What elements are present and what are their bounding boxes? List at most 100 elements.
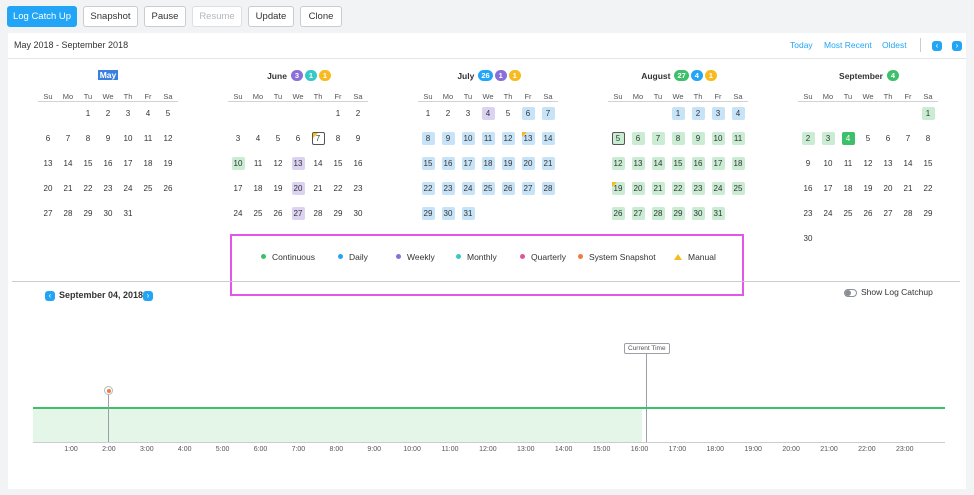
day-cell[interactable]: 14: [903, 159, 913, 168]
day-cell[interactable]: 2: [691, 107, 705, 120]
day-cell[interactable]: 12: [863, 159, 873, 168]
day-cell[interactable]: 18: [143, 159, 153, 168]
day-cell[interactable]: 6: [885, 134, 891, 143]
day-cell[interactable]: 30: [691, 207, 705, 220]
day-cell[interactable]: 5: [611, 132, 625, 145]
day-cell[interactable]: 5: [505, 109, 511, 118]
day-cell[interactable]: 4: [731, 107, 745, 120]
day-cell[interactable]: 27: [631, 207, 645, 220]
today-link[interactable]: Today: [790, 40, 813, 50]
day-cell[interactable]: 7: [311, 132, 325, 145]
day-cell[interactable]: 13: [883, 159, 893, 168]
day-cell[interactable]: 12: [501, 132, 515, 145]
day-cell[interactable]: 28: [63, 209, 73, 218]
day-cell[interactable]: 25: [253, 209, 263, 218]
day-cell[interactable]: 29: [421, 207, 435, 220]
day-cell[interactable]: 14: [651, 157, 665, 170]
day-cell[interactable]: 26: [163, 184, 173, 193]
day-cell[interactable]: 29: [333, 209, 343, 218]
day-cell[interactable]: 17: [123, 159, 133, 168]
day-cell[interactable]: 23: [803, 209, 813, 218]
day-cell[interactable]: 26: [611, 207, 625, 220]
day-cell[interactable]: 23: [353, 184, 363, 193]
day-cell[interactable]: 20: [631, 182, 645, 195]
day-cell[interactable]: 6: [295, 134, 301, 143]
day-cell[interactable]: 12: [273, 159, 283, 168]
day-cell[interactable]: 16: [803, 184, 813, 193]
day-cell[interactable]: 15: [333, 159, 343, 168]
day-cell[interactable]: 2: [355, 109, 361, 118]
day-cell[interactable]: 2: [801, 132, 815, 145]
day-cell[interactable]: 5: [865, 134, 871, 143]
day-cell[interactable]: 7: [905, 134, 911, 143]
system-snapshot-event[interactable]: [104, 386, 113, 395]
day-cell[interactable]: 24: [123, 184, 133, 193]
day-cell[interactable]: 4: [841, 132, 855, 145]
day-cell[interactable]: 15: [83, 159, 93, 168]
day-cell[interactable]: 15: [421, 157, 435, 170]
day-cell[interactable]: 25: [481, 182, 495, 195]
day-cell[interactable]: 18: [731, 157, 745, 170]
month-name[interactable]: August: [641, 71, 671, 81]
day-cell[interactable]: 1: [921, 107, 935, 120]
day-cell[interactable]: 29: [671, 207, 685, 220]
day-cell[interactable]: 20: [883, 184, 893, 193]
pause-button[interactable]: Pause: [144, 6, 186, 27]
day-cell[interactable]: 17: [823, 184, 833, 193]
day-cell[interactable]: 25: [843, 209, 853, 218]
day-cell[interactable]: 8: [85, 134, 91, 143]
next-day-chevron-icon[interactable]: ›: [143, 291, 153, 301]
day-cell[interactable]: 9: [105, 134, 111, 143]
day-cell[interactable]: 5: [275, 134, 281, 143]
day-cell[interactable]: 6: [631, 132, 645, 145]
day-cell[interactable]: 7: [541, 107, 555, 120]
day-cell[interactable]: 23: [103, 184, 113, 193]
log-catch-up-button[interactable]: Log Catch Up: [7, 6, 77, 27]
day-cell[interactable]: 21: [63, 184, 73, 193]
day-cell[interactable]: 30: [803, 234, 813, 243]
day-cell[interactable]: 7: [65, 134, 71, 143]
snapshot-button[interactable]: Snapshot: [83, 6, 138, 27]
day-cell[interactable]: 9: [805, 159, 811, 168]
day-cell[interactable]: 24: [461, 182, 475, 195]
day-cell[interactable]: 12: [611, 157, 625, 170]
day-cell[interactable]: 20: [521, 157, 535, 170]
day-cell[interactable]: 1: [85, 109, 91, 118]
day-cell[interactable]: 19: [501, 157, 515, 170]
day-cell[interactable]: 14: [313, 159, 323, 168]
update-button[interactable]: Update: [248, 6, 294, 27]
day-cell[interactable]: 25: [143, 184, 153, 193]
day-cell[interactable]: 13: [43, 159, 53, 168]
day-cell[interactable]: 26: [273, 209, 283, 218]
day-cell[interactable]: 28: [903, 209, 913, 218]
day-cell[interactable]: 11: [143, 134, 153, 143]
resume-button[interactable]: Resume: [192, 6, 242, 27]
chevron-left-icon[interactable]: ‹: [932, 41, 942, 51]
day-cell[interactable]: 14: [541, 132, 555, 145]
month-name[interactable]: September: [839, 71, 883, 81]
day-cell[interactable]: 1: [335, 109, 341, 118]
day-cell[interactable]: 5: [165, 109, 171, 118]
day-cell[interactable]: 30: [353, 209, 363, 218]
day-cell[interactable]: 3: [235, 134, 241, 143]
day-cell[interactable]: 3: [711, 107, 725, 120]
day-cell[interactable]: 8: [925, 134, 931, 143]
day-cell[interactable]: 20: [291, 182, 305, 195]
day-cell[interactable]: 16: [353, 159, 363, 168]
day-cell[interactable]: 3: [125, 109, 131, 118]
day-cell[interactable]: 25: [731, 182, 745, 195]
day-cell[interactable]: 1: [671, 107, 685, 120]
day-cell[interactable]: 24: [711, 182, 725, 195]
day-cell[interactable]: 13: [521, 132, 535, 145]
day-cell[interactable]: 22: [421, 182, 435, 195]
day-cell[interactable]: 18: [843, 184, 853, 193]
day-cell[interactable]: 26: [501, 182, 515, 195]
day-cell[interactable]: 16: [441, 157, 455, 170]
day-cell[interactable]: 31: [711, 207, 725, 220]
day-cell[interactable]: 23: [441, 182, 455, 195]
day-cell[interactable]: 4: [255, 134, 261, 143]
clone-button[interactable]: Clone: [300, 6, 342, 27]
day-cell[interactable]: 11: [843, 159, 853, 168]
day-cell[interactable]: 29: [923, 209, 933, 218]
day-cell[interactable]: 13: [631, 157, 645, 170]
